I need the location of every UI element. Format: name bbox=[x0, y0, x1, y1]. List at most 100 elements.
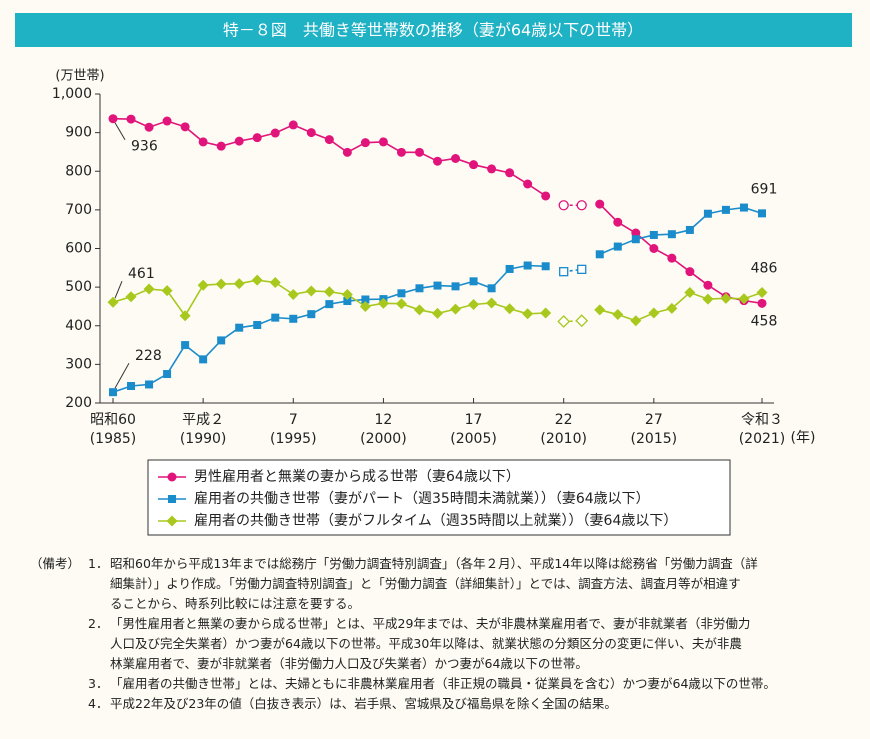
point bbox=[451, 282, 460, 291]
point bbox=[685, 267, 695, 277]
note-line: 細集計）」より作成。「労働力調査特別調査」と「労働力調査（詳細集計）」とでは、調… bbox=[110, 576, 741, 591]
point bbox=[109, 388, 117, 397]
point bbox=[197, 279, 209, 291]
point bbox=[343, 297, 352, 306]
point bbox=[234, 136, 244, 146]
point bbox=[235, 323, 244, 332]
point bbox=[251, 274, 263, 286]
point bbox=[504, 303, 516, 315]
point bbox=[361, 295, 370, 304]
point bbox=[181, 341, 190, 350]
point bbox=[612, 309, 624, 321]
point bbox=[306, 128, 316, 138]
point bbox=[702, 293, 714, 305]
y-tick-label: 200 bbox=[65, 395, 92, 411]
legend-label: 雇用者の共働き世帯（妻がパート（週35時間未満就業））（妻64歳以下） bbox=[194, 490, 650, 507]
x-tick-label: 22 bbox=[555, 412, 573, 428]
legend-marker bbox=[167, 472, 177, 482]
point bbox=[631, 235, 640, 244]
point bbox=[215, 278, 227, 290]
x-tick-label: 27 bbox=[645, 412, 663, 428]
point bbox=[487, 284, 496, 293]
y-tick-label: 1,000 bbox=[52, 86, 92, 102]
x-tick-label: (2015) bbox=[631, 431, 678, 447]
point bbox=[595, 199, 605, 209]
point bbox=[162, 116, 172, 126]
point bbox=[758, 209, 766, 218]
note-line: 人口及び完全失業者）かつ妻が64歳以下の世帯。平成30年以降は、就業状態の分類区… bbox=[110, 636, 742, 651]
point bbox=[703, 209, 712, 218]
note: 3． 「雇用者の共働き世帯」とは、夫婦ともに非農林業雇用者（非正規の職員・従業員を… bbox=[30, 674, 860, 694]
note: （備考） 1． 昭和60年から平成13年までは総務庁「労働力調査特別調査」（各年２月… bbox=[30, 554, 860, 614]
legend-box bbox=[147, 459, 731, 536]
point bbox=[757, 298, 767, 308]
point bbox=[288, 120, 298, 130]
x-tick-label: (2010) bbox=[540, 431, 587, 447]
point bbox=[739, 203, 748, 212]
point bbox=[468, 299, 480, 311]
point bbox=[108, 114, 118, 124]
y-tick-label: 300 bbox=[65, 356, 92, 372]
point-hollow bbox=[558, 200, 569, 211]
point bbox=[415, 284, 424, 293]
point bbox=[377, 297, 389, 309]
leader-line bbox=[114, 122, 126, 140]
point bbox=[360, 138, 370, 148]
y-tick-label: 600 bbox=[65, 241, 92, 257]
x-tick-label: (2021) bbox=[739, 431, 786, 447]
y-axis-label: (万世帯) bbox=[55, 69, 104, 84]
leader-line bbox=[114, 362, 130, 389]
point bbox=[305, 285, 317, 297]
point bbox=[323, 286, 335, 298]
y-tick-label: 500 bbox=[65, 279, 92, 295]
point bbox=[667, 253, 677, 263]
point bbox=[325, 300, 334, 309]
note-line: ることから、時系列比較には注意を要する。 bbox=[110, 596, 361, 611]
point bbox=[523, 261, 532, 270]
note-number: 4． bbox=[88, 696, 109, 711]
value-label: 461 bbox=[128, 266, 155, 282]
point bbox=[324, 135, 334, 145]
series-line bbox=[112, 117, 763, 305]
note-line: 「男性雇用者と無業の妻から成る世帯」とは、平成29年までは、夫が非農林業雇用者で… bbox=[110, 616, 751, 631]
note-line: 昭和60年から平成13年までは総務庁「労働力調査特別調査」（各年２月）、平成14… bbox=[110, 556, 758, 571]
point bbox=[541, 191, 551, 201]
point bbox=[505, 264, 514, 273]
note-number: 2． bbox=[88, 616, 109, 631]
point bbox=[359, 300, 371, 312]
point bbox=[252, 133, 262, 143]
point-hollow bbox=[576, 200, 587, 211]
note-text: 「雇用者の共働き世帯」とは、夫婦ともに非農林業雇用者（非正規の職員・従業員を含む… bbox=[110, 674, 776, 694]
point bbox=[613, 217, 623, 227]
y-tick-label: 400 bbox=[65, 318, 92, 334]
note-heading: （備考） bbox=[30, 556, 81, 571]
point bbox=[289, 314, 298, 323]
point bbox=[269, 276, 281, 288]
note-text: 「男性雇用者と無業の妻から成る世帯」とは、平成29年までは、夫が非農林業雇用者で… bbox=[110, 614, 750, 674]
point bbox=[541, 262, 550, 271]
point bbox=[649, 244, 659, 253]
point bbox=[613, 242, 622, 251]
note-text: 平成22年及び23年の値（白抜き表示）は、岩手県、宮城県及び福島県を除く全国の結… bbox=[110, 694, 617, 714]
point bbox=[127, 382, 136, 391]
x-tick-label: (1990) bbox=[180, 431, 227, 447]
point bbox=[432, 307, 443, 319]
note-heading bbox=[30, 694, 88, 714]
point bbox=[433, 281, 442, 290]
point bbox=[684, 287, 696, 299]
note: 4． 平成22年及び23年の値（白抜き表示）は、岩手県、宮城県及び福島県を除く全国… bbox=[30, 694, 860, 714]
point bbox=[487, 164, 497, 174]
point bbox=[703, 280, 713, 290]
point bbox=[413, 304, 425, 316]
x-tick-label: (2000) bbox=[360, 431, 407, 447]
point bbox=[287, 288, 299, 300]
x-tick-label: (1985) bbox=[90, 431, 137, 447]
x-tick-label: (2005) bbox=[450, 431, 497, 447]
point bbox=[397, 289, 406, 298]
x-tick-label: 平成２ bbox=[182, 412, 224, 428]
point bbox=[649, 230, 658, 239]
value-label: 486 bbox=[751, 261, 778, 277]
point bbox=[270, 128, 280, 138]
point bbox=[378, 137, 388, 147]
